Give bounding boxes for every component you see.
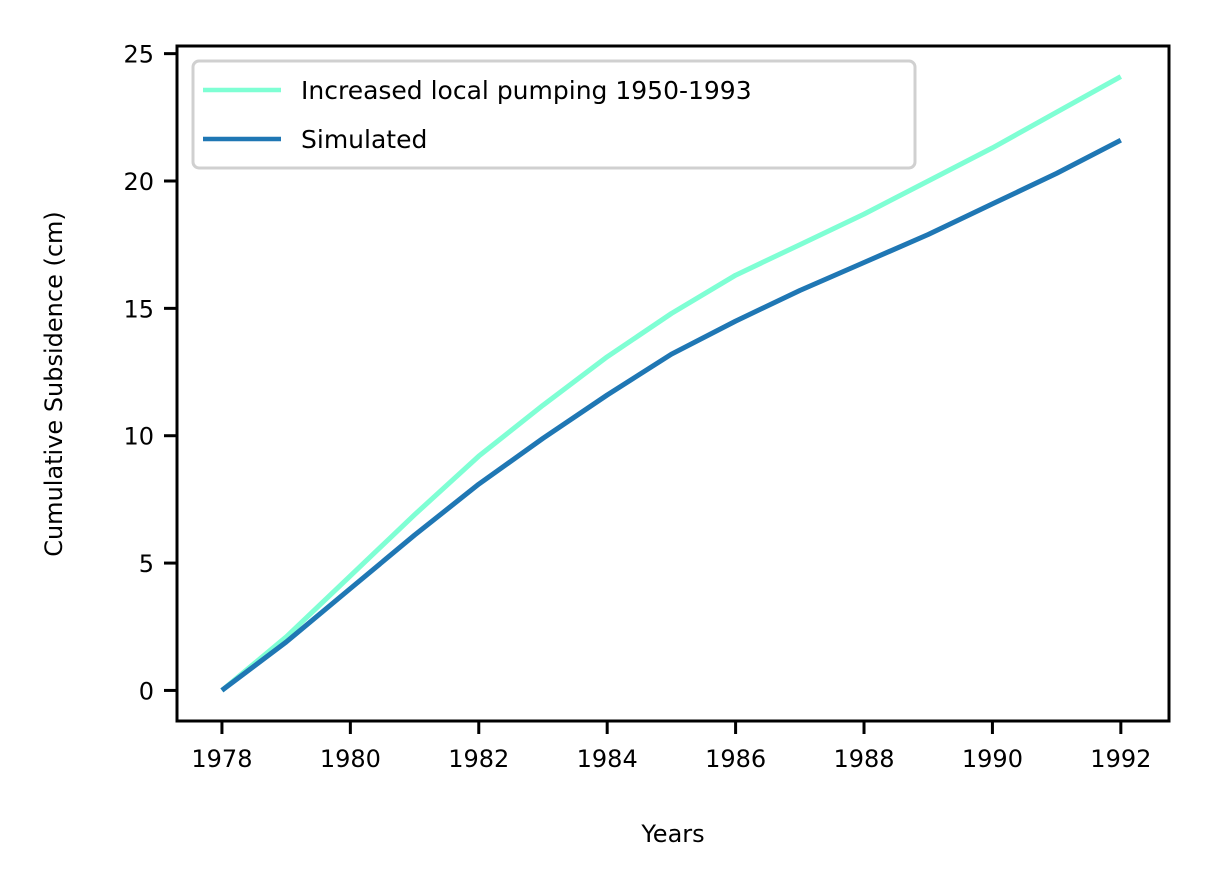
x-axis-label: Years	[640, 820, 704, 848]
series-line-0	[220, 74, 1123, 693]
x-tick-label-1992: 1992	[1090, 745, 1151, 773]
x-tick-label-1980: 1980	[320, 745, 381, 773]
series-lines	[220, 74, 1123, 693]
y-tick-label-0: 0	[139, 677, 154, 705]
legend: Increased local pumping 1950-1993 Simula…	[191, 59, 917, 170]
legend-label-simulated: Simulated	[301, 125, 427, 154]
x-tick-label-1986: 1986	[705, 745, 766, 773]
plot-frame	[175, 44, 1171, 723]
y-tick-label-5: 5	[139, 550, 154, 578]
y-tick-label-15: 15	[123, 295, 154, 323]
x-tick-label-1990: 1990	[962, 745, 1023, 773]
y-axis: 0 5 10 15 20 25	[123, 41, 177, 705]
y-tick-label-10: 10	[123, 423, 154, 451]
x-tick-label-1978: 1978	[191, 745, 252, 773]
y-tick-label-20: 20	[123, 168, 154, 196]
y-tick-label-25: 25	[123, 41, 154, 69]
legend-label-increased-pumping: Increased local pumping 1950-1993	[301, 76, 752, 105]
y-axis-label: Cumulative Subsidence (cm)	[40, 211, 68, 557]
legend-box	[191, 59, 917, 170]
x-tick-label-1984: 1984	[577, 745, 638, 773]
x-tick-label-1988: 1988	[833, 745, 894, 773]
x-axis: 1978 1980 1982 1984 1986 1988 1990 1992	[191, 721, 1151, 773]
series-line-1	[220, 137, 1122, 693]
x-tick-label-1982: 1982	[448, 745, 509, 773]
